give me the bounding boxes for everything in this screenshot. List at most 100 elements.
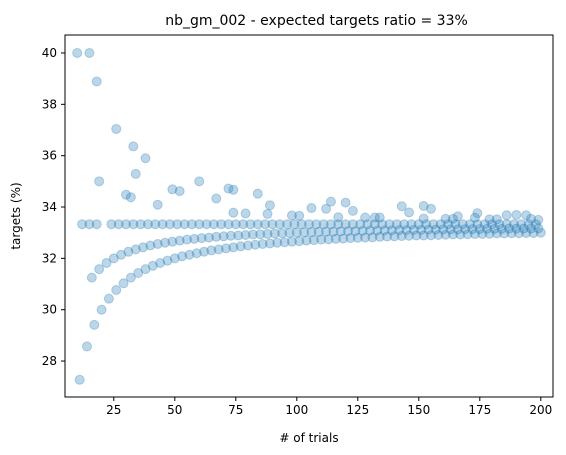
data-point — [196, 233, 207, 244]
data-point — [347, 219, 358, 230]
data-point — [362, 219, 373, 230]
data-point — [469, 228, 480, 239]
data-point — [443, 219, 454, 230]
data-point — [428, 219, 439, 230]
data-point — [113, 219, 124, 230]
data-point — [462, 229, 473, 240]
data-point — [482, 223, 493, 234]
data-point — [447, 213, 458, 224]
data-point — [206, 245, 217, 256]
data-point — [140, 153, 151, 164]
x-tick-label: 25 — [106, 403, 121, 417]
data-point — [189, 233, 200, 244]
data-point — [218, 231, 229, 242]
data-point — [465, 219, 476, 230]
data-point — [513, 228, 524, 239]
data-point — [418, 230, 429, 241]
data-point — [228, 184, 239, 195]
data-point — [508, 219, 519, 230]
data-point — [272, 237, 283, 248]
data-point — [243, 240, 253, 251]
data-point — [138, 242, 149, 253]
data-point — [440, 213, 451, 224]
data-point — [264, 200, 275, 211]
data-point — [267, 219, 278, 230]
data-point — [194, 219, 205, 230]
data-point — [111, 123, 122, 134]
data-point — [230, 219, 241, 230]
data-point — [418, 213, 429, 224]
data-point — [394, 225, 405, 236]
data-point — [389, 231, 400, 242]
data-point — [91, 76, 102, 87]
data-point — [404, 207, 415, 218]
data-point — [360, 232, 371, 243]
data-point — [306, 227, 317, 238]
data-point — [435, 219, 446, 230]
data-point — [340, 197, 351, 208]
data-point — [128, 141, 139, 152]
data-point — [81, 341, 92, 352]
data-point — [174, 235, 185, 246]
data-point — [450, 219, 461, 230]
y-axis-ticks: 28 30 32 34 36 38 40 — [42, 46, 65, 368]
data-point — [526, 223, 537, 234]
data-point — [89, 319, 100, 330]
data-point — [121, 189, 131, 200]
data-point — [447, 229, 458, 240]
data-point — [157, 219, 168, 230]
data-point — [355, 219, 366, 230]
data-point — [77, 219, 88, 230]
data-point — [445, 224, 456, 235]
data-point — [211, 231, 222, 242]
data-point — [152, 199, 163, 210]
data-point — [294, 210, 305, 221]
data-point — [284, 227, 295, 238]
data-point — [496, 223, 507, 234]
data-point — [260, 219, 271, 230]
data-point — [328, 226, 339, 237]
data-point — [125, 272, 136, 283]
data-point — [213, 244, 224, 255]
data-point — [491, 214, 502, 225]
data-point — [299, 227, 310, 238]
data-point — [382, 231, 393, 242]
data-point — [296, 219, 307, 230]
data-point — [484, 214, 495, 225]
data-point — [274, 219, 285, 230]
data-point — [433, 230, 444, 240]
data-point — [94, 176, 105, 187]
data-point — [391, 219, 402, 230]
x-tick-label: 75 — [228, 403, 243, 417]
data-point — [411, 230, 422, 241]
data-point — [374, 212, 385, 223]
data-point — [152, 238, 163, 249]
data-point — [360, 212, 371, 223]
data-point — [369, 219, 380, 230]
data-point — [84, 219, 95, 230]
data-point — [469, 212, 480, 223]
data-point — [130, 244, 141, 255]
x-tick-label: 125 — [346, 403, 369, 417]
data-point — [491, 228, 502, 239]
data-point — [164, 219, 175, 230]
data-point — [313, 226, 324, 237]
data-point — [396, 231, 407, 242]
data-point — [182, 234, 192, 245]
y-tick-label: 32 — [42, 251, 57, 265]
data-point — [103, 293, 114, 304]
x-tick-label: 200 — [529, 403, 552, 417]
data-point — [340, 219, 351, 230]
y-axis-label: targets (%) — [9, 182, 23, 249]
data-point — [116, 249, 127, 260]
data-point — [335, 226, 346, 237]
data-point — [318, 219, 329, 230]
data-point — [474, 224, 485, 235]
data-point — [125, 192, 136, 203]
data-point — [160, 237, 171, 248]
data-point — [535, 227, 546, 238]
data-point — [91, 219, 102, 230]
data-point — [421, 219, 432, 230]
data-point — [533, 223, 544, 234]
